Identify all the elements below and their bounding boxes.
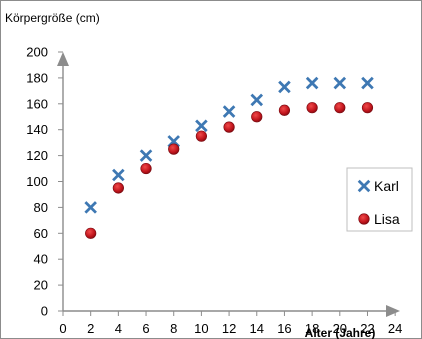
x-tick-label: 14 <box>250 321 264 336</box>
point-lisa <box>361 102 374 114</box>
x-tick-label: 4 <box>115 321 122 336</box>
x-tick-label: 0 <box>59 321 66 336</box>
point-karl-stroke <box>167 135 180 148</box>
point-lisa <box>85 227 97 239</box>
y-tick-label: 80 <box>34 200 48 215</box>
point-karl <box>167 135 180 148</box>
point-karl-stroke <box>250 93 264 107</box>
point-lisa <box>334 102 346 114</box>
point-karl-stroke <box>222 105 236 118</box>
y-ticks: 0 20 40 60 80 100 120 140 160 180 200 <box>26 45 63 319</box>
point-karl-stroke <box>278 80 291 94</box>
y-tick-label: 180 <box>26 70 48 85</box>
point-karl <box>361 76 374 90</box>
x-tick-label: 12 <box>222 321 236 336</box>
point-karl-stroke <box>333 76 347 90</box>
y-tick-label: 20 <box>34 278 48 293</box>
point-karl <box>222 105 236 118</box>
point-lisa <box>278 104 291 116</box>
point-lisa <box>223 121 235 133</box>
legend-marker-lisa <box>358 213 370 225</box>
point-karl <box>305 76 319 90</box>
x-tick-label: 16 <box>277 321 291 336</box>
legend-label-lisa: Lisa <box>374 211 400 227</box>
point-karl-stroke <box>112 168 125 182</box>
y-tick-label: 100 <box>26 174 48 189</box>
x-tick-label: 22 <box>360 321 374 336</box>
x-tick-label: 20 <box>333 321 347 336</box>
point-karl <box>112 168 125 182</box>
point-lisa <box>251 111 263 123</box>
point-karl <box>333 76 347 90</box>
point-karl-stroke <box>139 149 153 162</box>
point-lisa <box>306 102 318 114</box>
y-tick-label: 120 <box>26 148 48 163</box>
x-tick-label: 8 <box>170 321 177 336</box>
x-tick-label: 6 <box>142 321 149 336</box>
x-tick-label: 24 <box>388 321 402 336</box>
point-karl-stroke <box>195 119 208 133</box>
point-karl-stroke <box>361 76 374 90</box>
x-tick-label: 18 <box>305 321 319 336</box>
point-karl <box>84 201 97 214</box>
data-points <box>84 76 374 239</box>
x-ticks: 0 2 4 6 8 10 12 14 16 18 20 22 24 <box>59 311 402 336</box>
legend-marker-karl <box>357 179 371 193</box>
y-tick-label: 0 <box>41 304 48 319</box>
point-karl <box>139 149 153 162</box>
point-karl-stroke <box>305 76 319 90</box>
legend: Karl Lisa <box>346 167 413 232</box>
y-axis-arrow <box>57 52 69 66</box>
legend-box <box>346 167 413 232</box>
point-lisa <box>112 182 124 194</box>
y-tick-label: 200 <box>26 45 48 60</box>
point-karl <box>195 119 208 133</box>
point-karl <box>278 80 291 94</box>
legend-marker-karl-stroke <box>357 179 371 193</box>
point-lisa <box>140 162 152 175</box>
point-lisa <box>168 143 180 155</box>
y-tick-label: 60 <box>34 226 48 241</box>
point-lisa <box>195 130 207 142</box>
legend-label-karl: Karl <box>374 178 399 194</box>
point-karl-stroke <box>84 201 97 214</box>
x-tick-label: 10 <box>194 321 208 336</box>
y-axis-title: Körpergröße (cm) <box>5 11 100 25</box>
x-axis-arrow <box>386 305 400 317</box>
y-tick-label: 40 <box>34 252 48 267</box>
x-tick-label: 2 <box>87 321 94 336</box>
point-karl <box>250 93 264 107</box>
x-axis-title: Alter (Jahre) <box>305 326 376 339</box>
y-tick-label: 140 <box>26 122 48 137</box>
y-tick-label: 160 <box>26 96 48 111</box>
